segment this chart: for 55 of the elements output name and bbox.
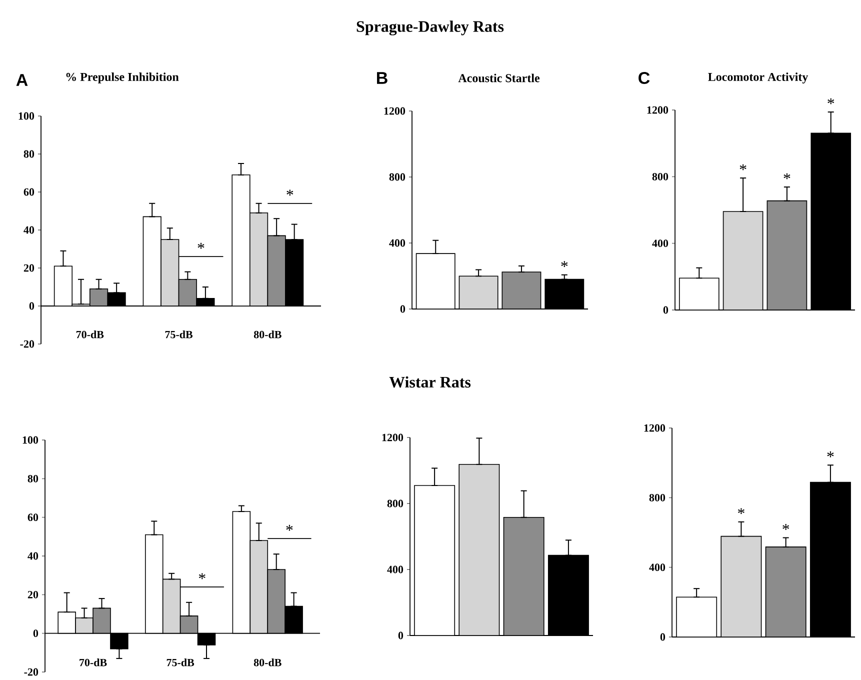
y-tick-label: 400 [389, 239, 406, 247]
data-label: * [740, 164, 746, 170]
y-tick-label: 0 [400, 305, 406, 313]
y-tick-label: 400 [387, 566, 404, 574]
y-tick-label: 20 [24, 264, 34, 272]
y-tick-label: 1200 [644, 424, 666, 432]
y-tick-label: 20 [28, 590, 38, 598]
y-tick-label: 100 [22, 436, 38, 444]
y-tick-label: 80 [24, 150, 34, 158]
y-tick-label: 1200 [382, 434, 404, 442]
y-tick-label: 40 [24, 226, 34, 234]
text: B [377, 72, 388, 84]
data-label: * [828, 98, 834, 104]
text: Wistar Rats [389, 376, 471, 388]
annotation: * [198, 573, 206, 580]
y-tick-label: 800 [387, 500, 404, 508]
y-tick-label: 0 [663, 306, 668, 314]
y-tick-label: 800 [649, 494, 666, 502]
text: A [16, 74, 28, 86]
x-tick-label: 80-dB [254, 658, 282, 666]
chart-title: % Prepulse Inhibition [66, 72, 179, 84]
annotation: * [198, 242, 204, 249]
annotation: * [286, 190, 294, 196]
y-tick-label: 60 [24, 188, 34, 196]
y-tick-label: 0 [29, 302, 34, 310]
y-tick-label: 0 [33, 630, 38, 638]
data-label: * [738, 508, 744, 514]
x-tick-label: 75-dB [166, 658, 194, 666]
y-tick-label: 1200 [384, 107, 406, 115]
y-tick-label: 800 [389, 173, 406, 181]
y-tick-label: 400 [652, 240, 668, 248]
chart-title: Acoustic Startle [458, 74, 540, 82]
x-tick-label: 70-dB [80, 658, 107, 666]
y-tick-label: -20 [20, 340, 34, 348]
y-tick-label: 800 [652, 172, 668, 180]
y-tick-label: 100 [18, 112, 34, 120]
x-tick-label: 75-dB [165, 330, 193, 338]
annotation: * [286, 524, 293, 531]
y-tick-label: -20 [24, 668, 38, 676]
data-label: * [784, 173, 790, 180]
data-label: * [561, 261, 568, 268]
data-label: * [827, 451, 834, 458]
text: C [638, 72, 650, 84]
y-tick-label: 0 [660, 633, 666, 641]
y-tick-label: 400 [649, 564, 666, 572]
y-tick-label: 0 [398, 632, 404, 640]
x-tick-label: 80-dB [254, 330, 282, 338]
data-label: * [782, 524, 790, 530]
chart-title: Locomotor Activity [708, 72, 808, 84]
y-tick-label: 40 [28, 552, 38, 560]
y-tick-label: 1200 [647, 106, 668, 114]
text: Sprague-Dawley Rats [356, 20, 504, 36]
y-tick-label: 60 [28, 514, 38, 522]
x-tick-label: 70-dB [76, 330, 104, 338]
y-tick-label: 80 [28, 474, 38, 482]
